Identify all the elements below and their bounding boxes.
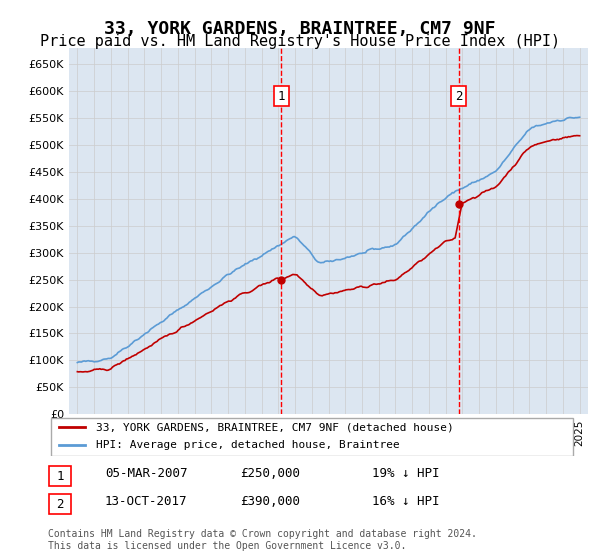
Text: Price paid vs. HM Land Registry's House Price Index (HPI): Price paid vs. HM Land Registry's House … — [40, 34, 560, 49]
Text: HPI: Average price, detached house, Braintree: HPI: Average price, detached house, Brai… — [95, 440, 399, 450]
Text: 1: 1 — [56, 469, 64, 483]
FancyBboxPatch shape — [50, 418, 574, 456]
Text: 19% ↓ HPI: 19% ↓ HPI — [372, 466, 439, 480]
Text: 16% ↓ HPI: 16% ↓ HPI — [372, 494, 439, 508]
Text: 13-OCT-2017: 13-OCT-2017 — [105, 494, 187, 508]
Text: £390,000: £390,000 — [240, 494, 300, 508]
Text: 1: 1 — [277, 90, 285, 102]
Text: 33, YORK GARDENS, BRAINTREE, CM7 9NF: 33, YORK GARDENS, BRAINTREE, CM7 9NF — [104, 20, 496, 38]
Text: 33, YORK GARDENS, BRAINTREE, CM7 9NF (detached house): 33, YORK GARDENS, BRAINTREE, CM7 9NF (de… — [95, 422, 453, 432]
Text: 2: 2 — [56, 497, 64, 511]
Text: 05-MAR-2007: 05-MAR-2007 — [105, 466, 187, 480]
Text: Contains HM Land Registry data © Crown copyright and database right 2024.
This d: Contains HM Land Registry data © Crown c… — [48, 529, 477, 551]
FancyBboxPatch shape — [49, 466, 71, 486]
Text: 2: 2 — [455, 90, 463, 102]
FancyBboxPatch shape — [49, 494, 71, 514]
Text: £250,000: £250,000 — [240, 466, 300, 480]
